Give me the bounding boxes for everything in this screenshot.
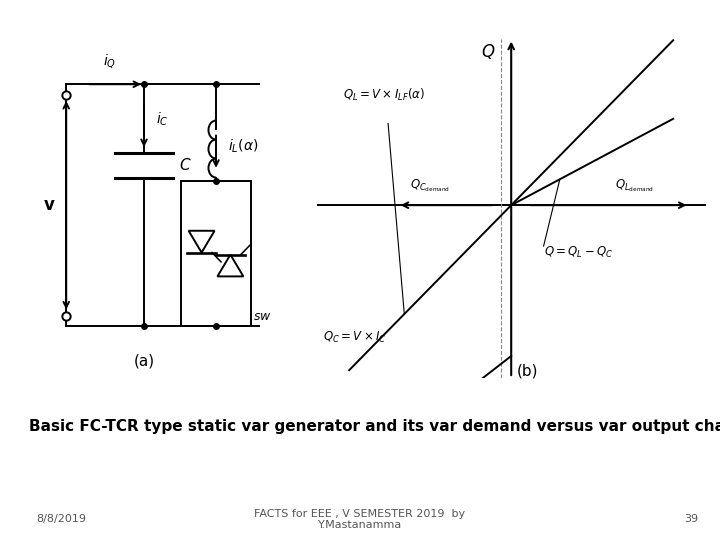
Text: Basic FC-TCR type static var generator and its var demand versus var output char: Basic FC-TCR type static var generator a…: [29, 419, 720, 434]
Text: FACTS for EEE , V SEMESTER 2019  by
Y.Mastanamma: FACTS for EEE , V SEMESTER 2019 by Y.Mas…: [254, 509, 466, 530]
Text: $sw$: $sw$: [253, 310, 272, 323]
Text: $Q_{L_{\rm demand}}$: $Q_{L_{\rm demand}}$: [615, 178, 654, 194]
Text: (b): (b): [517, 363, 538, 378]
Text: $i_C$: $i_C$: [156, 110, 168, 127]
Text: $i_Q$: $i_Q$: [103, 52, 116, 70]
Text: $Q_C = V \times I_C$: $Q_C = V \times I_C$: [323, 329, 387, 345]
Text: $i_L(\alpha)$: $i_L(\alpha)$: [228, 138, 258, 155]
Text: 8/8/2019: 8/8/2019: [36, 515, 86, 524]
Text: $Q_L = V \times I_{LF}(\alpha)$: $Q_L = V \times I_{LF}(\alpha)$: [343, 87, 425, 103]
Text: $C$: $C$: [179, 158, 191, 173]
Text: $Q_{C_{\rm demand}}$: $Q_{C_{\rm demand}}$: [410, 178, 450, 194]
Text: $\mathbf{v}$: $\mathbf{v}$: [42, 196, 55, 214]
Text: (a): (a): [133, 353, 155, 368]
Text: $Q = Q_L - Q_C$: $Q = Q_L - Q_C$: [544, 245, 613, 260]
Text: 39: 39: [684, 515, 698, 524]
Text: $Q$: $Q$: [480, 42, 495, 61]
